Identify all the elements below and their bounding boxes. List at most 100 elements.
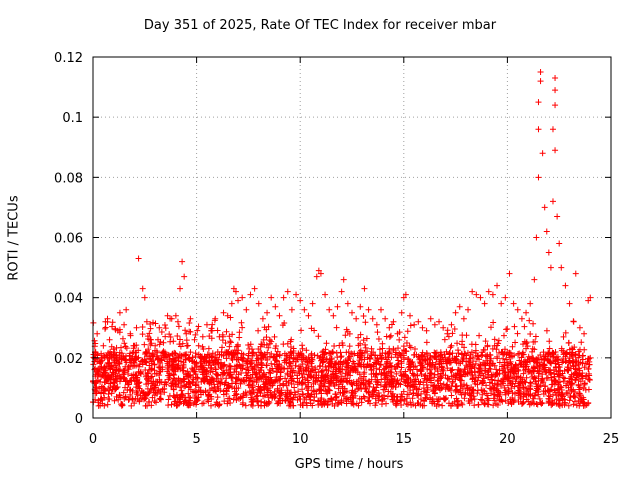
band-marker	[392, 351, 399, 358]
band-marker	[158, 352, 165, 359]
band-marker	[165, 376, 172, 383]
band-marker	[103, 363, 110, 370]
band-marker	[580, 399, 587, 406]
band-marker	[535, 355, 542, 362]
band-marker	[110, 346, 117, 353]
band-marker	[227, 369, 234, 376]
band-marker	[471, 402, 478, 409]
band-marker	[304, 374, 311, 381]
data-point	[552, 147, 559, 154]
data-point	[369, 315, 376, 322]
band-marker	[174, 402, 181, 409]
band-marker	[376, 346, 383, 353]
data-point	[309, 300, 316, 307]
band-marker	[556, 371, 563, 378]
data-point	[552, 75, 559, 82]
band-marker	[145, 375, 152, 382]
band-marker	[280, 380, 287, 387]
band-marker	[442, 396, 449, 403]
band-marker	[491, 385, 498, 392]
band-marker	[120, 389, 127, 396]
band-marker	[486, 357, 493, 364]
data-point	[448, 321, 455, 328]
band-marker	[290, 394, 297, 401]
band-marker	[423, 377, 430, 384]
band-marker	[552, 360, 559, 367]
band-marker	[438, 356, 445, 363]
band-marker	[417, 362, 424, 369]
band-marker	[448, 402, 455, 409]
band-marker	[472, 360, 479, 367]
band-marker	[232, 365, 239, 372]
band-marker	[481, 401, 488, 408]
band-marker	[132, 372, 139, 379]
band-marker	[457, 360, 464, 367]
band-marker	[372, 373, 379, 380]
band-marker	[446, 385, 453, 392]
band-marker	[152, 320, 159, 327]
band-marker	[214, 394, 221, 401]
band-marker	[402, 368, 409, 375]
band-marker	[174, 391, 181, 398]
band-marker	[511, 390, 518, 397]
band-marker	[546, 387, 553, 394]
band-marker	[158, 357, 165, 364]
band-marker	[106, 360, 113, 367]
band-marker	[348, 380, 355, 387]
band-marker	[342, 358, 349, 365]
band-marker	[185, 390, 192, 397]
band-marker	[299, 401, 306, 408]
band-marker	[451, 325, 458, 332]
band-marker	[347, 394, 354, 401]
band-marker	[235, 356, 242, 363]
band-marker	[278, 387, 285, 394]
band-marker	[524, 343, 531, 350]
band-marker	[517, 385, 524, 392]
band-marker	[435, 396, 442, 403]
data-point	[502, 294, 509, 301]
data-point	[133, 324, 140, 331]
band-marker	[421, 373, 428, 380]
band-marker	[215, 356, 222, 363]
data-point	[330, 312, 337, 319]
band-marker	[525, 398, 532, 405]
data-point	[305, 312, 312, 319]
band-marker	[565, 367, 572, 374]
band-marker	[481, 367, 488, 374]
band-marker	[302, 381, 309, 388]
band-marker	[494, 355, 501, 362]
band-marker	[193, 379, 200, 386]
y-tick-label: 0	[75, 412, 83, 427]
band-marker	[452, 383, 459, 390]
band-marker	[144, 391, 151, 398]
band-marker	[330, 370, 337, 377]
data-point	[139, 285, 146, 292]
band-marker	[151, 398, 158, 404]
band-marker	[501, 375, 508, 382]
band-marker	[545, 395, 552, 402]
data-point	[549, 126, 556, 133]
band-marker	[401, 334, 408, 341]
band-marker	[144, 376, 151, 383]
data-points	[90, 69, 594, 385]
band-marker	[388, 383, 395, 390]
band-marker	[322, 373, 329, 380]
band-marker	[356, 395, 363, 402]
band-marker	[520, 364, 527, 371]
band-marker	[313, 372, 320, 379]
band-marker	[288, 349, 295, 356]
band-marker	[187, 328, 194, 335]
band-marker	[113, 375, 120, 382]
band-marker	[447, 359, 454, 366]
y-tick-label: 0.04	[54, 292, 83, 307]
band-marker	[428, 379, 435, 386]
band-marker	[147, 366, 154, 373]
band-marker	[236, 329, 243, 336]
data-point	[427, 315, 434, 322]
data-point	[264, 309, 271, 316]
band-marker	[104, 376, 111, 383]
band-marker	[271, 388, 278, 395]
band-marker	[355, 385, 362, 392]
band-marker	[552, 348, 559, 355]
band-marker	[184, 368, 191, 375]
